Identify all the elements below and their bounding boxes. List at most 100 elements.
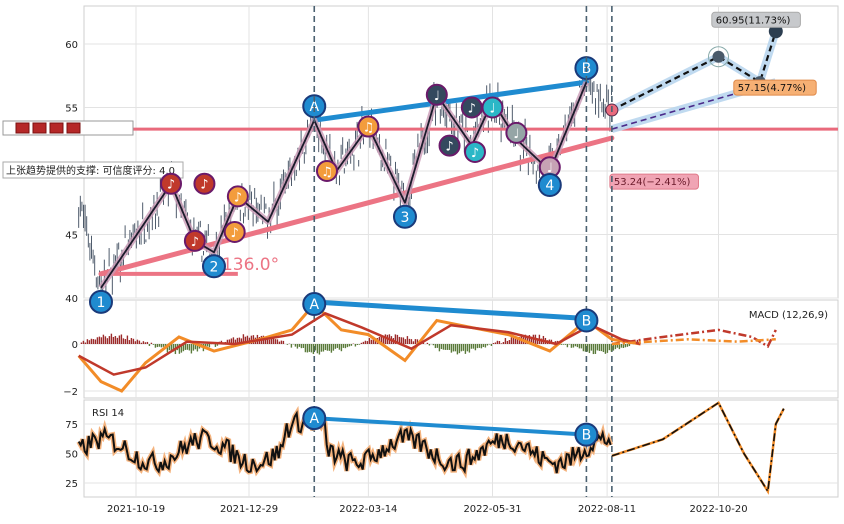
music-note-glyph: ♪ xyxy=(231,226,239,241)
macd-bar xyxy=(161,344,162,347)
brand-icon xyxy=(16,123,29,133)
music-note-glyph: ♫ xyxy=(321,165,333,180)
macd-bar xyxy=(281,341,282,344)
macd-bar xyxy=(113,337,114,344)
macd-bar xyxy=(477,344,478,348)
macd-bar xyxy=(479,344,480,348)
macd-bar xyxy=(495,342,496,344)
macd-bar xyxy=(449,344,450,350)
music-note-glyph: ♩ xyxy=(489,102,495,117)
macd-bar xyxy=(625,344,626,347)
macd-bar xyxy=(441,344,442,349)
macd-bar xyxy=(269,340,270,344)
macd-bar xyxy=(505,338,506,344)
macd-bar xyxy=(589,344,590,353)
macd-bar xyxy=(467,344,468,351)
forecast-annotation-text: 53.24(−2.41%) xyxy=(614,177,691,188)
macd-bar xyxy=(443,344,444,350)
macd-bar xyxy=(331,344,332,353)
rsi-divergence-label: B xyxy=(582,428,592,444)
macd-bar xyxy=(291,344,292,348)
macd-bar xyxy=(367,341,368,344)
macd-divergence-label: B xyxy=(582,314,592,330)
music-note-glyph: ♩ xyxy=(434,89,440,104)
macd-bar xyxy=(215,344,216,347)
macd-bar xyxy=(117,338,118,344)
macd-bar xyxy=(469,344,470,353)
macd-bar xyxy=(627,344,628,347)
macd-bar xyxy=(511,337,512,344)
macd-bar xyxy=(597,344,598,350)
macd-bar xyxy=(461,344,462,351)
macd-bar xyxy=(459,344,460,353)
macd-bar xyxy=(487,344,488,345)
macd-bar xyxy=(491,344,492,346)
macd-bar xyxy=(95,340,96,344)
macd-bar xyxy=(587,344,588,352)
music-note-glyph: ♪ xyxy=(445,140,453,155)
macd-bar xyxy=(271,339,272,344)
macd-bar xyxy=(465,344,466,354)
forecast-annotation-text: 60.95(11.73%) xyxy=(716,15,791,26)
macd-bar xyxy=(371,340,372,344)
rsi-y-tick-label: 75 xyxy=(65,420,78,431)
price-y-tick-label: 55 xyxy=(65,104,78,115)
macd-bar xyxy=(297,344,298,349)
macd-bar xyxy=(493,343,494,344)
music-note-glyph: ♩ xyxy=(513,127,519,142)
macd-bar xyxy=(89,340,90,344)
macd-bar xyxy=(485,344,486,348)
panel-frame xyxy=(84,6,838,298)
macd-bar xyxy=(103,335,104,344)
macd-bar xyxy=(313,344,314,354)
macd-bar xyxy=(453,344,454,351)
macd-bar xyxy=(309,344,310,352)
macd-bar xyxy=(611,344,612,352)
macd-bar xyxy=(335,344,336,349)
macd-bar xyxy=(333,344,334,351)
macd-bar xyxy=(415,339,416,344)
macd-bar xyxy=(141,343,142,344)
macd-bar xyxy=(405,339,406,344)
macd-bar xyxy=(411,339,412,344)
macd-bar xyxy=(629,344,630,346)
macd-bar xyxy=(147,342,148,344)
music-note-glyph: ♪ xyxy=(200,178,208,193)
macd-bar xyxy=(355,344,356,346)
macd-bar xyxy=(339,344,340,350)
macd-bar xyxy=(107,338,108,344)
macd-bar xyxy=(303,344,304,348)
macd-bar xyxy=(457,344,458,354)
macd-bar xyxy=(159,344,160,347)
macd-bar xyxy=(157,344,158,347)
macd-bar xyxy=(139,341,140,344)
macd-bar xyxy=(363,342,364,344)
brand-icon xyxy=(67,123,80,133)
macd-bar xyxy=(93,339,94,344)
macd-bar xyxy=(357,344,358,345)
macd-bar xyxy=(583,344,584,351)
macd-bar xyxy=(601,344,602,351)
brand-icon xyxy=(33,123,46,133)
macd-bar xyxy=(327,344,328,351)
price-y-tick-label: 45 xyxy=(65,231,78,242)
macd-bar xyxy=(125,339,126,344)
support-text: 上张趋势提供的支撑: 可信度评分: 4.0 xyxy=(6,164,175,177)
macd-bar xyxy=(427,343,428,344)
macd-bar xyxy=(603,344,604,352)
macd-bar xyxy=(605,344,606,354)
macd-panel-label: MACD (12,26,9) xyxy=(749,310,828,321)
macd-bar xyxy=(429,344,430,345)
macd-bar xyxy=(445,344,446,350)
macd-bar xyxy=(561,344,562,345)
macd-bar xyxy=(319,344,320,355)
macd-bar xyxy=(409,339,410,344)
music-note-glyph: ♪ xyxy=(471,146,479,161)
forecast-node xyxy=(713,51,725,63)
macd-bar xyxy=(137,340,138,344)
x-tick-label: 2021-10-19 xyxy=(107,504,165,515)
macd-bar xyxy=(329,344,330,351)
pattern-point-label: 3 xyxy=(401,210,410,226)
